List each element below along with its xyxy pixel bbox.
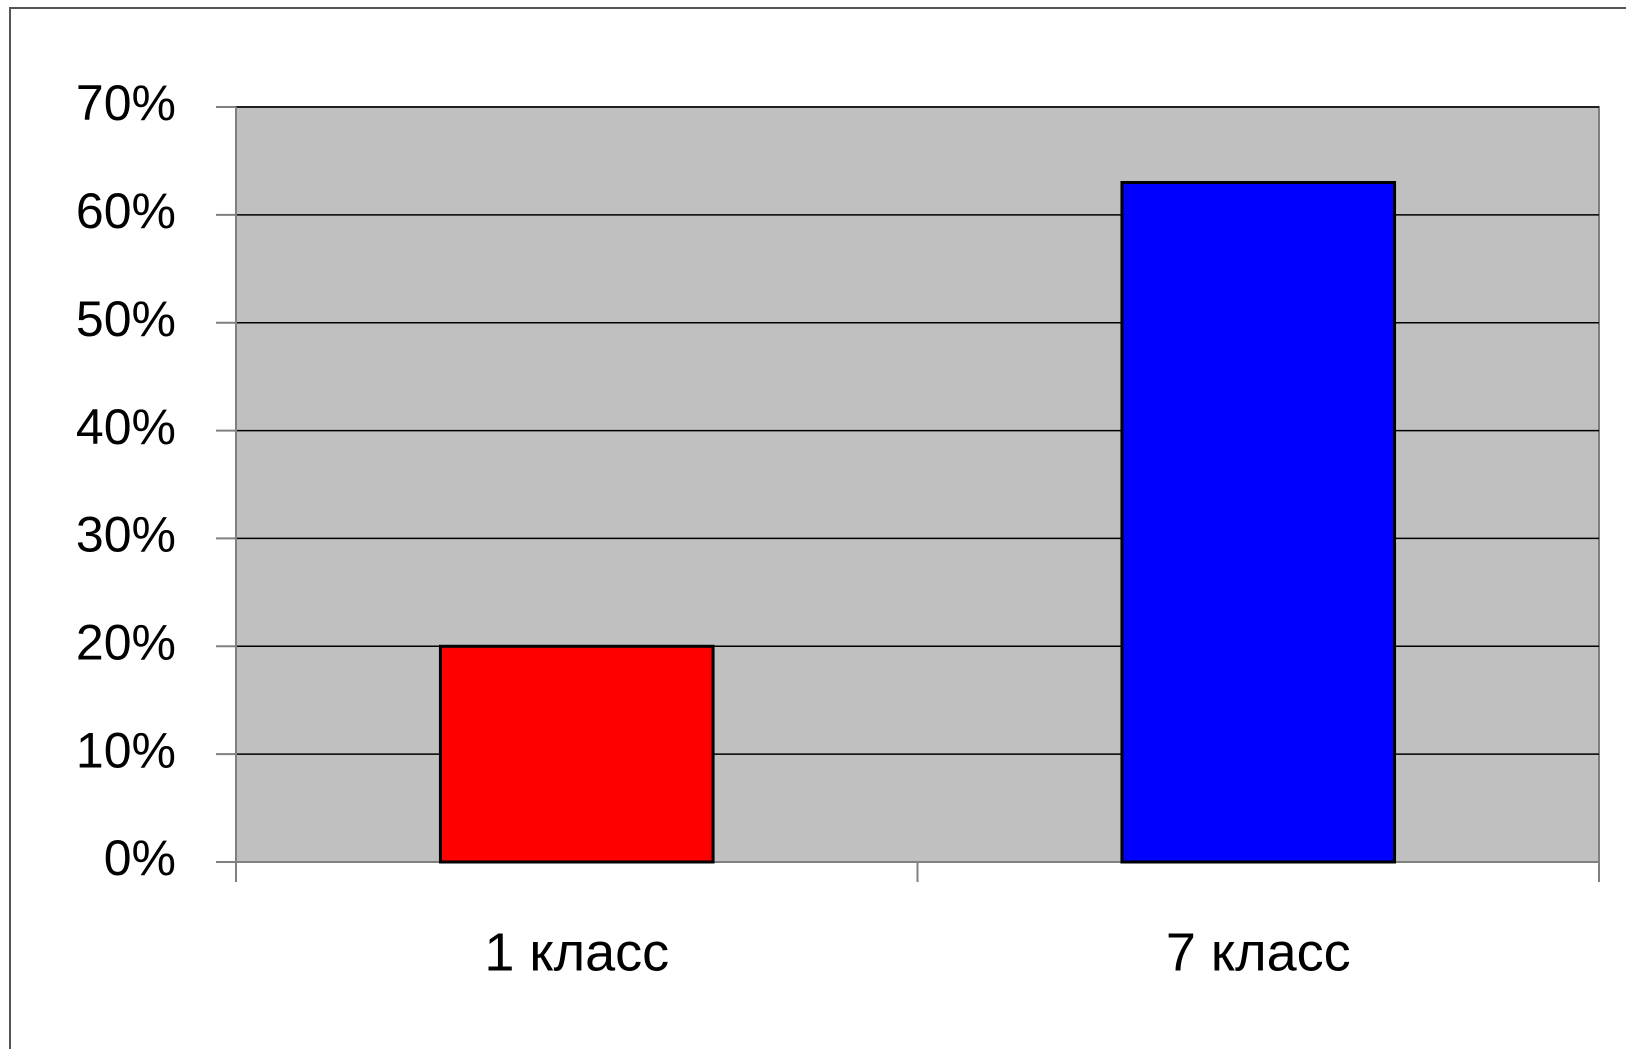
y-tick-label: 0% <box>104 830 176 886</box>
y-tick-label: 50% <box>76 291 176 347</box>
y-tick-label: 60% <box>76 183 176 239</box>
y-tick-label: 40% <box>76 399 176 455</box>
y-tick-label: 30% <box>76 507 176 563</box>
y-tick-label: 10% <box>76 722 176 778</box>
x-tick-label: 7 класс <box>1166 922 1351 982</box>
bar <box>438 644 715 864</box>
y-tick-label: 20% <box>76 614 176 670</box>
bar <box>1120 181 1397 864</box>
x-tick-label: 1 класс <box>484 922 669 982</box>
y-tick-label: 70% <box>76 75 176 131</box>
